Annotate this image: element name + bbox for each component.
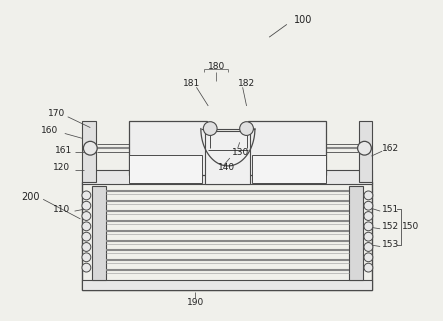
Text: 151: 151 bbox=[382, 205, 400, 214]
Bar bbox=[128, 121, 207, 175]
Text: 161: 161 bbox=[55, 146, 72, 155]
Text: 181: 181 bbox=[183, 79, 200, 88]
Bar bbox=[358, 121, 373, 182]
Bar bbox=[82, 170, 373, 184]
Circle shape bbox=[82, 191, 91, 200]
Circle shape bbox=[82, 232, 91, 241]
Circle shape bbox=[364, 201, 373, 210]
Bar bbox=[205, 131, 250, 184]
Circle shape bbox=[358, 141, 371, 155]
Circle shape bbox=[364, 243, 373, 251]
Text: 153: 153 bbox=[382, 240, 400, 249]
Text: 180: 180 bbox=[207, 62, 225, 71]
Circle shape bbox=[82, 222, 91, 231]
Circle shape bbox=[364, 232, 373, 241]
Text: 160: 160 bbox=[41, 126, 58, 135]
Bar bbox=[82, 280, 373, 290]
Circle shape bbox=[82, 212, 91, 221]
Text: 182: 182 bbox=[238, 79, 255, 88]
Text: 140: 140 bbox=[218, 163, 235, 172]
Text: 150: 150 bbox=[402, 222, 419, 231]
Text: 190: 190 bbox=[187, 298, 204, 307]
Circle shape bbox=[82, 263, 91, 272]
Bar bbox=[349, 186, 362, 280]
Circle shape bbox=[364, 191, 373, 200]
Circle shape bbox=[240, 122, 253, 135]
Circle shape bbox=[83, 141, 97, 155]
Text: 100: 100 bbox=[294, 15, 312, 25]
Text: 152: 152 bbox=[382, 222, 399, 231]
Circle shape bbox=[203, 122, 217, 135]
Bar bbox=[253, 155, 326, 183]
Circle shape bbox=[82, 201, 91, 210]
Text: 120: 120 bbox=[53, 163, 70, 172]
Circle shape bbox=[364, 212, 373, 221]
Text: 130: 130 bbox=[232, 148, 249, 157]
Bar bbox=[92, 186, 106, 280]
Bar bbox=[128, 155, 202, 183]
Text: 162: 162 bbox=[382, 144, 399, 153]
Bar bbox=[248, 121, 326, 175]
Bar bbox=[82, 121, 96, 182]
Circle shape bbox=[364, 222, 373, 231]
Circle shape bbox=[82, 243, 91, 251]
Bar bbox=[82, 182, 373, 290]
Circle shape bbox=[82, 253, 91, 262]
Text: 170: 170 bbox=[48, 109, 65, 118]
Circle shape bbox=[364, 263, 373, 272]
Text: 200: 200 bbox=[22, 192, 40, 202]
Text: 110: 110 bbox=[53, 205, 70, 214]
Circle shape bbox=[364, 253, 373, 262]
